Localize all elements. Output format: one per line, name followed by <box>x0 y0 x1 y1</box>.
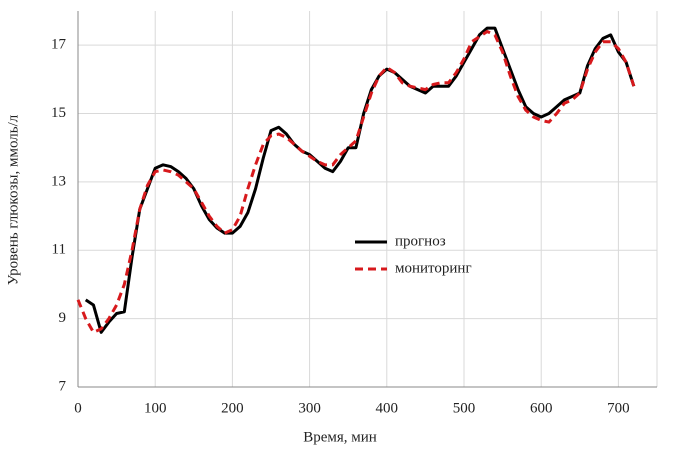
x-tick-label: 200 <box>221 400 244 416</box>
y-tick-label: 13 <box>51 173 66 189</box>
legend-label: мониторинг <box>395 260 472 276</box>
y-tick-label: 7 <box>59 378 67 394</box>
line-series <box>84 26 636 334</box>
y-tick-label: 11 <box>52 242 66 258</box>
x-tick-label: 500 <box>453 400 476 416</box>
legend-label: прогноз <box>395 233 446 249</box>
x-tick-label: 700 <box>607 400 630 416</box>
y-tick-label: 9 <box>59 310 67 326</box>
x-tick-label: 600 <box>530 400 553 416</box>
x-tick-label: 0 <box>74 400 82 416</box>
x-tick-label: 300 <box>298 400 321 416</box>
y-tick-label: 17 <box>51 37 67 53</box>
x-axis-label: Время, мин <box>303 429 377 445</box>
y-tick-label: 15 <box>51 105 66 121</box>
y-axis-label: Уровень глюкозы, ммоль/л <box>5 114 21 285</box>
x-tick-label: 100 <box>144 400 167 416</box>
x-tick-label: 400 <box>376 400 399 416</box>
line-series <box>76 30 636 334</box>
